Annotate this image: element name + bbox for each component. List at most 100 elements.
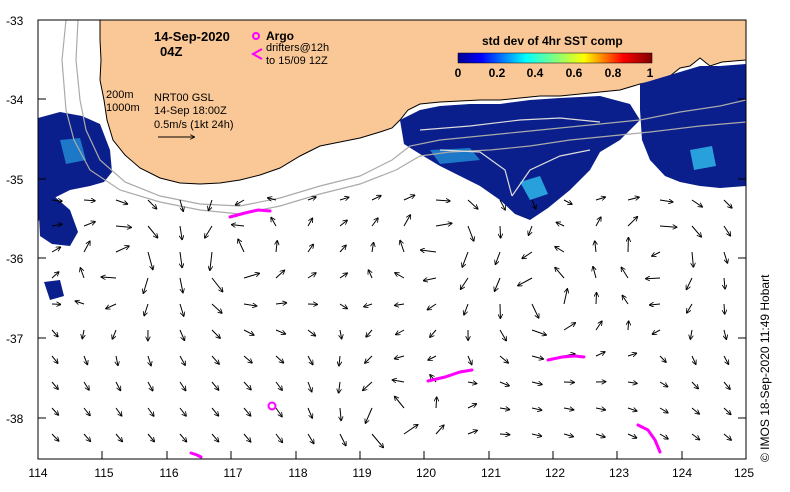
- current-vector: [179, 199, 183, 211]
- current-vector: [83, 381, 89, 390]
- current-vector: [395, 397, 405, 409]
- current-vector: [421, 250, 437, 252]
- current-vector: [627, 217, 637, 227]
- current-vector: [339, 303, 347, 309]
- current-vector: [211, 381, 219, 390]
- current-vector: [687, 303, 693, 313]
- current-vector: [687, 277, 693, 289]
- current-vector: [403, 425, 418, 435]
- current-vector: [83, 200, 95, 201]
- sst-patch-east: [640, 64, 746, 188]
- colorbar-tick: 0: [455, 66, 462, 80]
- current-vector: [243, 433, 251, 442]
- lon-label: 118: [288, 466, 307, 480]
- current-vector: [595, 352, 605, 357]
- current-vector: [628, 321, 629, 331]
- drifter-legend-icon: [250, 48, 263, 60]
- lat-label: -33: [6, 14, 24, 28]
- colorbar: std dev of 4hr SST comp 0 0.2 0.4 0.6 0.…: [455, 34, 654, 80]
- current-vector: [275, 270, 284, 279]
- plot-frame: [37, 19, 747, 460]
- current-vector: [595, 408, 605, 410]
- current-vector: [307, 197, 316, 200]
- current-vector: [147, 433, 154, 442]
- current-vector: [531, 199, 536, 209]
- credit-text: © IMOS 18-Sep-2020 11:49 Hobart: [758, 275, 772, 462]
- current-vector: [595, 434, 605, 437]
- bathymetry-contours: [61, 20, 746, 215]
- current-vector: [435, 223, 452, 227]
- current-vector: [563, 199, 572, 204]
- current-vector: [365, 355, 373, 363]
- current-vector: [691, 199, 702, 207]
- current-vector: [723, 381, 730, 389]
- current-vector: [83, 433, 90, 441]
- current-vector: [275, 303, 286, 304]
- current-vector: [243, 407, 251, 416]
- current-vector: [435, 200, 450, 201]
- current-vector: [371, 196, 381, 201]
- current-vector: [403, 195, 415, 201]
- current-vector: [659, 226, 677, 227]
- current-vector: [51, 272, 59, 279]
- current-vector: [499, 355, 508, 363]
- lon-label: 123: [609, 466, 629, 480]
- current-vector: [276, 241, 277, 253]
- current-vector: [339, 433, 346, 446]
- current-vector: [627, 433, 637, 438]
- current-vector: [596, 293, 597, 305]
- current-vector: [211, 407, 218, 416]
- colorbar-tick: 0.2: [489, 66, 506, 80]
- current-vector: [51, 407, 58, 415]
- sst-patch-west: [38, 112, 112, 222]
- current-vector: [268, 198, 277, 200]
- lon-label: 119: [352, 466, 371, 480]
- drifter-legend: Argo drifters@12h to 15/09 12Z: [250, 29, 329, 67]
- sst-front-line: [419, 117, 601, 197]
- current-vector: [531, 356, 543, 359]
- current-vector: [424, 278, 437, 281]
- current-vector: [499, 199, 505, 210]
- current-vector: [595, 217, 601, 227]
- current-vector: [690, 329, 692, 339]
- current-vector: [179, 381, 186, 390]
- current-vector: [371, 218, 378, 227]
- current-vector: [148, 355, 151, 366]
- current-vector: [339, 273, 347, 279]
- drifter-legend-sub: to 15/09 12Z: [266, 55, 328, 67]
- contour-200m: [75, 20, 746, 207]
- current-vectors: [51, 195, 732, 447]
- lat-label: -36: [6, 252, 24, 266]
- current-vector: [461, 277, 469, 289]
- current-vector: [51, 200, 62, 201]
- current-vector: [595, 197, 605, 200]
- colorbar-gradient: [457, 52, 653, 64]
- current-vector: [243, 381, 251, 390]
- current-vector: [147, 381, 153, 391]
- current-vector: [691, 433, 699, 440]
- current-vector: [115, 246, 129, 253]
- current-vector: [691, 407, 699, 414]
- current-vector: [243, 355, 252, 363]
- current-vector: [495, 277, 501, 291]
- lon-label: 120: [416, 466, 436, 480]
- colorbar-tick: 0.6: [566, 66, 583, 80]
- current-vector: [147, 225, 158, 238]
- current-vector: [396, 329, 405, 335]
- current-vector: [653, 329, 661, 334]
- current-vector: [307, 407, 312, 418]
- current-vector: [143, 277, 149, 293]
- current-vector: [115, 433, 122, 441]
- current-vector: [563, 323, 575, 331]
- current-vector: [555, 247, 565, 253]
- current-vector: [179, 329, 184, 340]
- lon-label: 125: [734, 466, 754, 480]
- current-vector: [531, 329, 546, 335]
- current-vector: [724, 329, 726, 339]
- current-vector: [691, 381, 698, 389]
- credit-label: IMOS 18-Sep-2020 11:49 Hobart: [758, 274, 772, 450]
- current-vector: [595, 241, 596, 253]
- vector-scale-label: 0.5m/s (1kt 24h): [154, 119, 233, 131]
- current-vector: [339, 355, 340, 366]
- current-vector: [243, 273, 259, 279]
